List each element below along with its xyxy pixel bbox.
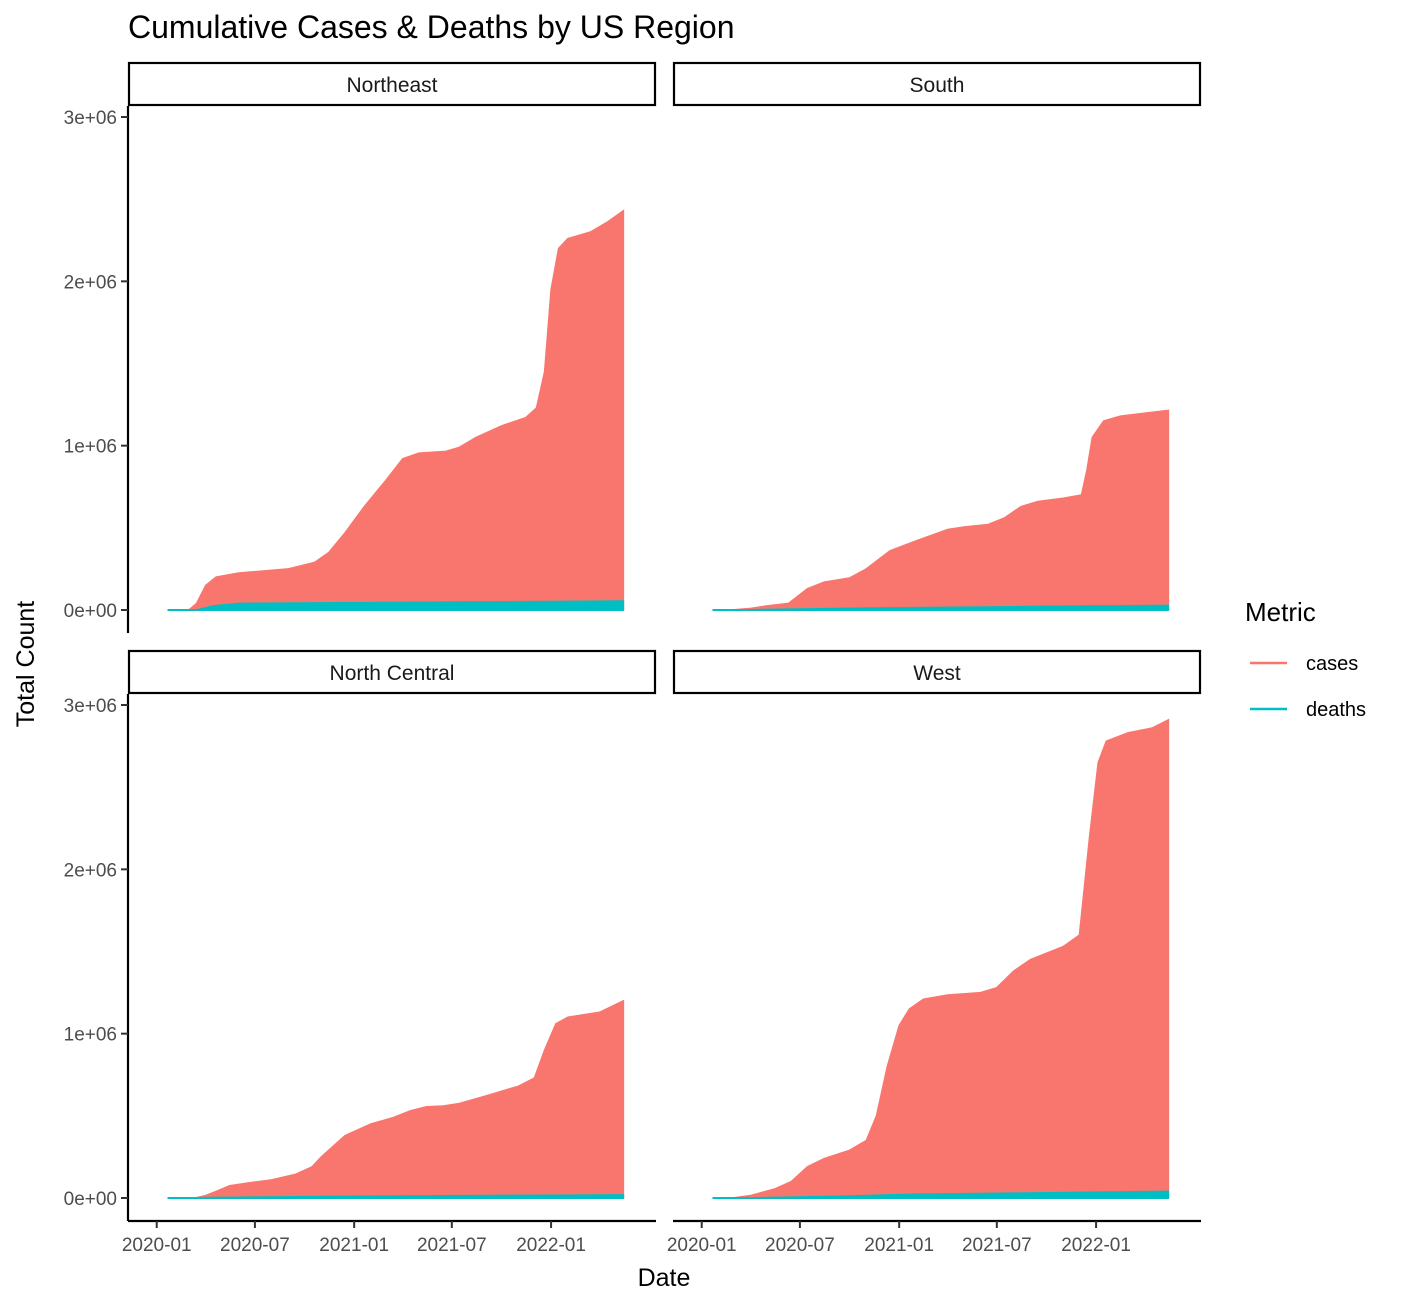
x-tick-label: 2020-01 — [122, 1235, 192, 1256]
y-tick-label: 1e+06 — [64, 1025, 117, 1046]
y-tick-label: 2e+06 — [64, 860, 117, 881]
x-tick-label: 2020-07 — [220, 1235, 290, 1256]
panel-north-central: North Central 0e+00 1e+06 2e+06 3e+06 2020-01… — [64, 649, 657, 1256]
x-tick-label: 2021-07 — [417, 1235, 487, 1256]
area-deaths — [167, 600, 625, 611]
facet-strip — [127, 649, 657, 695]
x-tick-label: 2021-01 — [864, 1235, 934, 1256]
chart-panels: Northeast 0e+00 1e+06 2e+06 3e+06 South North … — [64, 61, 1202, 1256]
y-tick-label: 3e+06 — [64, 108, 117, 129]
facet-strip-label: North Central — [330, 662, 455, 685]
y-tick-label: 2e+06 — [64, 272, 117, 293]
y-tick-label: 0e+00 — [64, 1189, 117, 1210]
panel-west: West 2020-01 2020-07 2021-01 2021-07 2022-01 — [667, 649, 1202, 1256]
area-cases — [167, 999, 625, 1199]
facet-strip-label: Northeast — [346, 74, 437, 97]
y-tick-label: 0e+00 — [64, 601, 117, 622]
area-cases — [167, 209, 625, 611]
y-tick-label: 1e+06 — [64, 437, 117, 458]
x-tick-label: 2020-01 — [667, 1235, 737, 1256]
x-tick-label: 2021-07 — [962, 1235, 1032, 1256]
facet-strip — [127, 61, 657, 107]
x-tick-label: 2022-01 — [516, 1235, 586, 1256]
facet-strip-label: West — [913, 662, 961, 685]
chart-title: Cumulative Cases & Deaths by US Region — [128, 9, 735, 45]
facet-strip — [672, 649, 1202, 695]
legend: Metric cases deaths — [1245, 597, 1366, 721]
x-tick-label: 2021-01 — [319, 1235, 389, 1256]
x-axis-title: Date — [638, 1264, 691, 1292]
legend-label-deaths: deaths — [1306, 699, 1366, 721]
legend-title: Metric — [1245, 597, 1316, 627]
x-tick-label: 2022-01 — [1061, 1235, 1131, 1256]
panel-south: South — [672, 61, 1202, 611]
y-tick-label: 3e+06 — [64, 696, 117, 717]
area-cases — [712, 409, 1170, 611]
area-cases — [712, 718, 1170, 1199]
facet-strip — [672, 61, 1202, 107]
y-axis-title: Total Count — [12, 601, 40, 728]
facet-strip-label: South — [910, 74, 965, 97]
x-tick-label: 2020-07 — [765, 1235, 835, 1256]
panel-northeast: Northeast 0e+00 1e+06 2e+06 3e+06 — [64, 61, 657, 633]
legend-label-cases: cases — [1306, 653, 1358, 675]
